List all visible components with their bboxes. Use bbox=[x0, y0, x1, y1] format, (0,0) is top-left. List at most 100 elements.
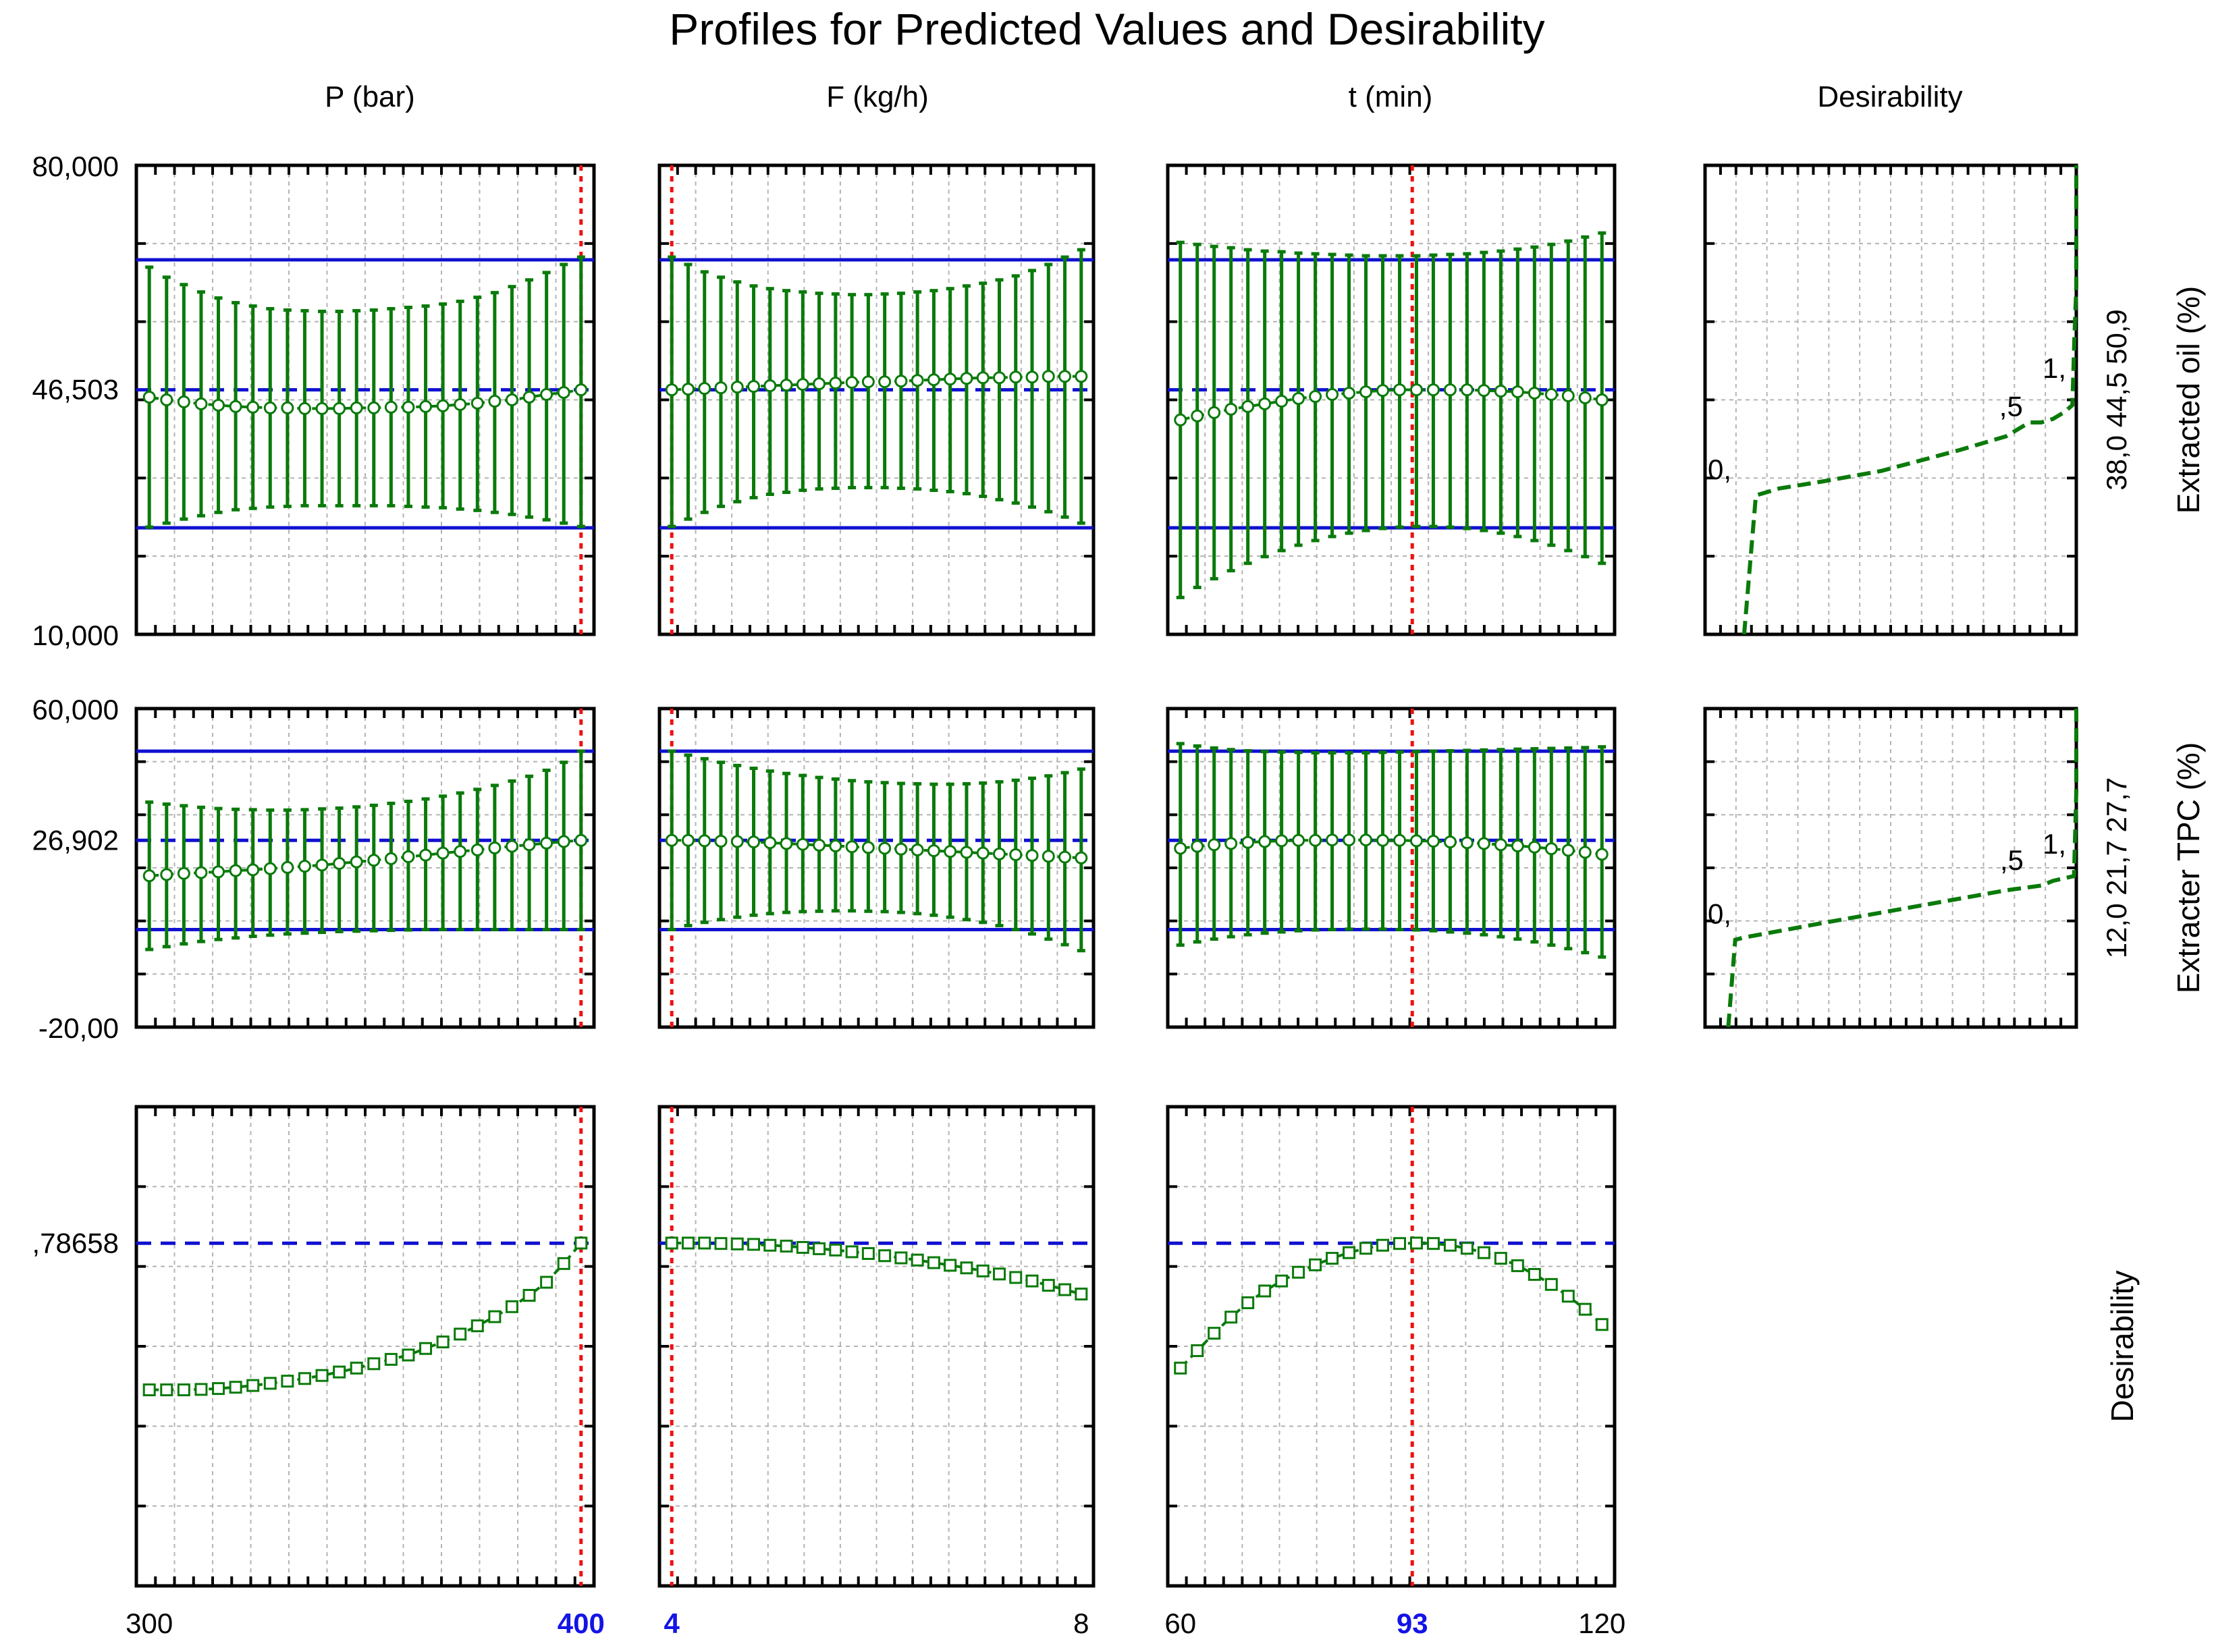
profile-marker bbox=[1409, 383, 1423, 397]
profile-panel bbox=[657, 163, 1096, 636]
profile-marker bbox=[1528, 387, 1541, 400]
profile-marker bbox=[747, 1238, 761, 1251]
profile-marker bbox=[960, 1261, 973, 1275]
profile-marker bbox=[730, 381, 744, 394]
profile-line bbox=[1180, 388, 1602, 422]
y-tick-label: 26,902 bbox=[32, 824, 119, 856]
profile-marker bbox=[212, 865, 225, 879]
profile-marker bbox=[1409, 834, 1423, 848]
profile-marker bbox=[263, 1377, 277, 1390]
profile-marker bbox=[470, 396, 484, 410]
profile-marker bbox=[281, 1375, 294, 1388]
profile-marker bbox=[454, 1327, 467, 1341]
column-header-f: F (kg/h) bbox=[826, 80, 929, 113]
profile-panel bbox=[134, 163, 596, 636]
profile-marker bbox=[730, 1237, 744, 1250]
column-header-desirability: Desirability bbox=[1817, 80, 1962, 113]
profile-marker bbox=[1042, 370, 1055, 383]
profile-marker bbox=[1241, 1296, 1255, 1309]
profile-marker bbox=[384, 1352, 398, 1366]
profile-marker bbox=[557, 1257, 570, 1270]
profile-marker bbox=[1241, 400, 1255, 413]
profile-marker bbox=[1075, 370, 1088, 383]
profile-marker bbox=[505, 393, 518, 406]
profile-marker bbox=[1376, 833, 1390, 847]
profile-marker bbox=[1409, 1236, 1423, 1250]
profile-marker bbox=[160, 1383, 173, 1397]
plot-frame bbox=[657, 707, 1096, 1029]
profile-panel bbox=[1166, 707, 1617, 1029]
profile-marker bbox=[1241, 835, 1255, 849]
profile-marker bbox=[1058, 1283, 1072, 1296]
profile-marker bbox=[1292, 833, 1305, 847]
profile-marker bbox=[229, 400, 242, 413]
profile-marker bbox=[976, 1264, 990, 1277]
profile-marker bbox=[1426, 834, 1440, 848]
profile-marker bbox=[402, 850, 415, 863]
plot-frame bbox=[1703, 707, 2078, 1029]
profile-marker bbox=[829, 377, 842, 390]
profile-marker bbox=[878, 375, 892, 389]
profile-marker bbox=[894, 375, 908, 388]
y-tick-label: -20,00 bbox=[38, 1012, 119, 1044]
profile-marker bbox=[315, 1369, 329, 1382]
profile-marker bbox=[911, 1253, 924, 1267]
desirability-label-low: 0, bbox=[1708, 453, 1731, 485]
profile-marker bbox=[1258, 397, 1272, 410]
profile-marker bbox=[796, 837, 809, 851]
profile-marker bbox=[1443, 835, 1457, 849]
profile-marker bbox=[1275, 1274, 1289, 1288]
profile-marker bbox=[1511, 385, 1524, 399]
profile-marker bbox=[1561, 389, 1575, 403]
profile-marker bbox=[384, 852, 398, 865]
profile-panel bbox=[657, 707, 1096, 1029]
profile-marker bbox=[992, 371, 1006, 385]
profile-marker bbox=[1292, 1265, 1305, 1279]
profile-marker bbox=[1460, 1242, 1474, 1255]
profile-marker bbox=[1477, 837, 1490, 850]
row-label: Extracter TPC (%) bbox=[2171, 742, 2206, 993]
profile-marker bbox=[1544, 842, 1558, 856]
profile-marker bbox=[1224, 837, 1238, 850]
profile-marker bbox=[1343, 1246, 1356, 1259]
profile-marker bbox=[194, 866, 208, 879]
profile-marker bbox=[436, 1336, 450, 1349]
profile-marker bbox=[229, 1381, 242, 1394]
profile-marker bbox=[333, 857, 346, 871]
profile-marker bbox=[298, 860, 311, 873]
profile-marker bbox=[212, 1382, 225, 1396]
profile-marker bbox=[1443, 383, 1457, 397]
profile-marker bbox=[780, 379, 793, 392]
profile-marker bbox=[367, 1357, 381, 1371]
profile-marker bbox=[911, 374, 924, 387]
profile-marker bbox=[665, 833, 678, 847]
profile-marker bbox=[1309, 1258, 1322, 1271]
desirability-curve bbox=[1726, 709, 2078, 1028]
profile-marker bbox=[829, 1243, 842, 1257]
profile-marker bbox=[1426, 383, 1440, 397]
profile-marker bbox=[1595, 1318, 1609, 1331]
profile-marker bbox=[845, 840, 859, 854]
profile-marker bbox=[1393, 833, 1406, 847]
profile-marker bbox=[1528, 840, 1541, 854]
profile-marker bbox=[944, 373, 957, 386]
profile-marker bbox=[714, 381, 728, 395]
profile-marker bbox=[714, 834, 728, 848]
plot-frame bbox=[1166, 707, 1617, 1029]
profile-marker bbox=[384, 400, 398, 414]
profile-marker bbox=[1025, 1274, 1039, 1288]
profile-marker bbox=[367, 854, 381, 867]
plot-frame bbox=[1166, 1105, 1617, 1588]
profile-marker bbox=[747, 380, 761, 393]
profile-marker bbox=[1494, 838, 1507, 852]
profile-marker bbox=[861, 841, 875, 854]
profile-marker bbox=[927, 844, 940, 858]
profile-marker bbox=[1326, 1252, 1339, 1265]
plot-frame bbox=[134, 163, 596, 636]
profile-marker bbox=[1343, 387, 1356, 400]
profile-marker bbox=[263, 401, 277, 414]
profile-marker bbox=[1544, 388, 1558, 402]
profile-marker bbox=[1460, 836, 1474, 850]
profile-marker bbox=[160, 393, 173, 406]
